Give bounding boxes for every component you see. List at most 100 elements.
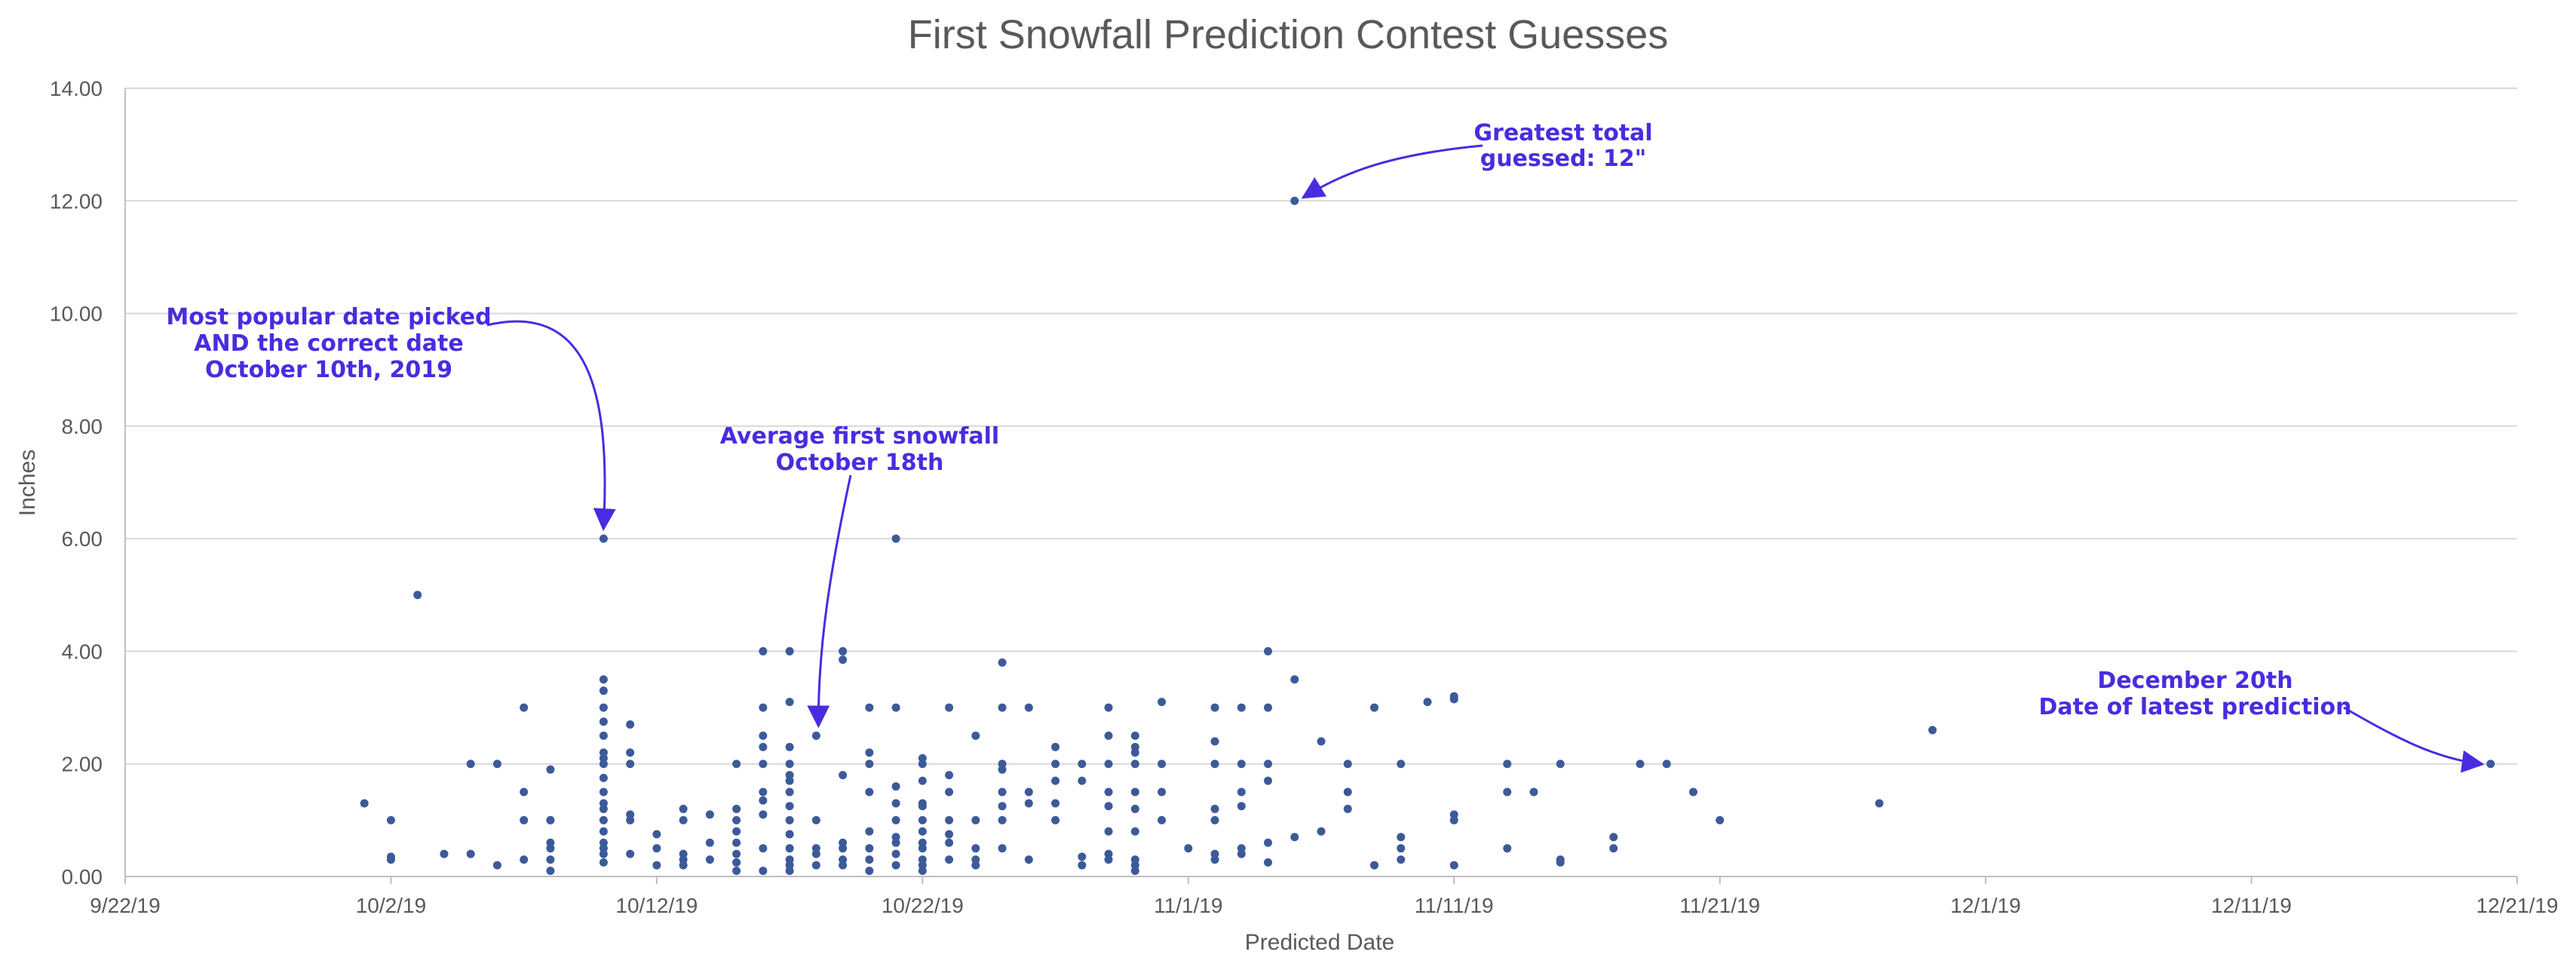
data-point [1130,867,1139,876]
data-point [386,815,395,824]
annotation-text: AND the correct date [194,330,463,357]
data-point [2486,760,2495,769]
data-point [759,760,768,769]
data-point [1716,815,1725,824]
x-tick-label: 11/21/19 [1679,894,1760,917]
data-point [891,534,900,543]
data-point [492,760,501,769]
data-point [1264,838,1273,847]
data-point [1609,833,1618,842]
y-tick-label: 0.00 [62,865,103,889]
x-tick-label: 11/11/19 [1415,894,1494,917]
data-point [732,858,741,867]
data-point [1503,844,1512,853]
data-point [1343,787,1352,797]
data-point [1397,844,1406,853]
data-point [998,765,1007,774]
data-point [785,646,794,655]
data-point [1210,760,1219,769]
data-point [732,804,741,813]
annotation-text: Greatest total [1474,120,1652,146]
data-point [440,849,449,858]
data-point [546,867,555,876]
data-point [732,827,741,836]
data-point [1343,804,1352,813]
data-point [626,760,635,769]
data-point [1051,815,1060,824]
data-point [1130,827,1139,836]
data-point [811,849,820,858]
data-point [891,815,900,824]
data-point [732,815,741,824]
data-point [945,787,954,797]
data-point [1184,844,1193,853]
data-point [546,815,555,824]
data-point [599,717,608,726]
x-tick-label: 11/1/19 [1154,894,1222,917]
data-point [998,703,1007,712]
data-point [705,855,714,864]
data-point [759,796,768,805]
data-point [865,787,874,797]
y-tick-label: 12.00 [50,189,103,213]
y-tick-label: 2.00 [62,753,103,776]
data-point [626,720,635,729]
data-point [599,773,608,782]
data-point [811,731,820,740]
data-point [998,844,1007,853]
data-point [1130,731,1139,740]
data-point [679,861,688,870]
data-point [1397,760,1406,769]
data-point [918,815,927,824]
data-point [865,855,874,864]
data-point [1264,776,1273,785]
data-point [679,804,688,813]
data-point [1237,760,1246,769]
data-point [785,815,794,824]
data-point [839,771,848,780]
data-point [1449,815,1458,824]
data-point [1051,742,1060,751]
data-point [732,838,741,847]
data-point [1104,760,1113,769]
data-point [1290,196,1299,205]
data-point [1397,855,1406,864]
data-point [759,810,768,819]
data-point [599,703,608,712]
y-tick-label: 6.00 [62,527,103,551]
data-point [413,591,422,600]
x-tick-label: 10/2/19 [356,894,426,917]
data-point [1237,802,1246,811]
data-point [945,855,954,864]
data-point [759,646,768,655]
data-point [1369,703,1378,712]
data-point [1104,802,1113,811]
data-point [360,799,369,808]
data-point [1636,760,1645,769]
data-point [759,703,768,712]
data-point [918,760,927,769]
data-point [811,815,820,824]
data-point [1503,760,1512,769]
data-point [1423,698,1432,707]
data-point [759,787,768,797]
data-point [599,760,608,769]
data-point [1449,861,1458,870]
data-point [626,748,635,757]
data-point [386,855,395,864]
data-point [918,867,927,876]
data-point [599,849,608,858]
data-point [732,760,741,769]
data-point [918,827,927,836]
data-point [1210,815,1219,824]
x-axis-ticks: 9/22/19 10/2/19 10/12/19 10/22/19 11/1/19 11/… [90,876,2559,917]
data-point [1662,760,1671,769]
data-point [1024,787,1033,797]
data-point [891,861,900,870]
data-point [599,675,608,684]
